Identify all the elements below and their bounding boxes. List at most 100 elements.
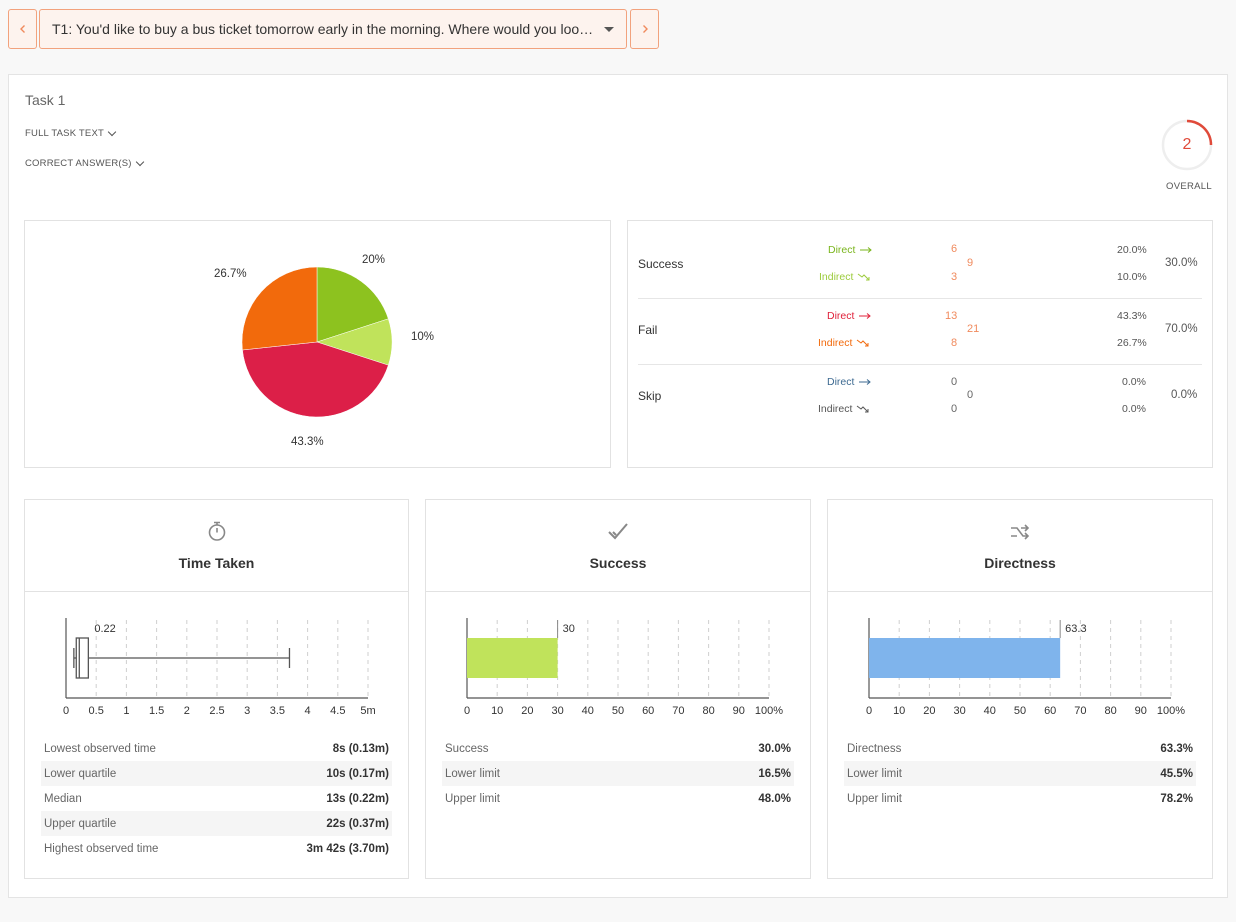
result-name-success: Success [638, 257, 684, 271]
previous-task-button[interactable] [8, 9, 37, 49]
skip-indirect-pct: 0.0% [1122, 403, 1146, 415]
value-bar [467, 638, 558, 678]
skip-direct-text: Direct [827, 376, 855, 388]
skip-total-count: 0 [967, 389, 974, 401]
fail-indirect-pct: 26.7% [1117, 337, 1147, 349]
stat-label: Upper quartile [44, 817, 117, 830]
chevron-left-icon [19, 25, 25, 33]
directness-title: Directness [984, 555, 1056, 571]
stat-row: Lowest observed time 8s (0.13m) [41, 736, 392, 761]
stat-value: 8s (0.13m) [332, 742, 389, 755]
shuffle-icon [1011, 524, 1030, 540]
skip-indirect-count: 0 [951, 403, 958, 415]
overall-score: 2 [1182, 136, 1192, 153]
directness-chart-tick-label: 70 [1074, 705, 1086, 717]
stat-value: 45.5% [1160, 767, 1193, 780]
stat-label: Lower limit [445, 767, 500, 780]
directness-chart-tick-label: 50 [1014, 705, 1026, 717]
stat-label: Upper limit [847, 792, 902, 805]
fail-total-pct: 70.0% [1165, 323, 1198, 335]
directness-chart-tick-label: 80 [1104, 705, 1116, 717]
fail-indirect-text: Indirect [818, 337, 853, 349]
overall-score-ring [1161, 119, 1213, 171]
stat-row: Success 30.0% [442, 736, 794, 761]
full-task-text-toggle[interactable]: FULL TASK TEXT [25, 127, 117, 139]
task-select[interactable]: T1: You'd like to buy a bus ticket tomor… [39, 9, 627, 49]
success-chart-tick-label: 60 [642, 705, 654, 717]
success-direct-text: Direct [828, 244, 856, 256]
row-divider [638, 364, 1202, 365]
time-taken-title: Time Taken [178, 555, 255, 571]
stat-row: Lower quartile 10s (0.17m) [41, 761, 392, 786]
success-indirect-text: Indirect [819, 271, 854, 283]
success-direct-label: Direct [828, 244, 873, 256]
correct-answers-toggle[interactable]: CORRECT ANSWER(S) [25, 157, 144, 169]
directness-chart-tick-label: 100% [1157, 705, 1185, 717]
stat-label: Lower limit [847, 767, 902, 780]
next-task-button[interactable] [630, 9, 659, 49]
stat-value: 13s (0.22m) [326, 792, 389, 805]
overall-score-arc [1186, 119, 1213, 146]
success-chart-tick-label: 20 [521, 705, 533, 717]
stat-value: 10s (0.17m) [326, 767, 389, 780]
results-breakdown-box: Success Direct Indirect 6 3 9 20.0% 10.0… [627, 220, 1213, 468]
directness-chart-tick-label: 30 [953, 705, 965, 717]
success-indirect-count: 3 [951, 271, 958, 283]
result-name-skip: Skip [638, 389, 662, 403]
success-chart-tick-label: 70 [672, 705, 684, 717]
check-icon [608, 523, 628, 540]
full-task-text-label: FULL TASK TEXT [25, 128, 104, 139]
stat-value: 63.3% [1160, 742, 1193, 755]
task-select-value: T1: You'd like to buy a bus ticket tomor… [52, 21, 594, 37]
time-tick-label: 3 [244, 705, 250, 717]
stat-label: Upper limit [445, 792, 500, 805]
time-taken-card: Time Taken 0 0.5 1 1.5 2 2.5 3 3.5 4 4.5 5m 0.22 Lo… [24, 499, 409, 879]
stat-value: 78.2% [1160, 792, 1193, 805]
success-indirect-label: Indirect [819, 271, 871, 283]
stat-value: 30.0% [758, 742, 791, 755]
chevron-right-icon [642, 25, 648, 33]
arrow-right-icon [859, 379, 872, 385]
stat-row: Upper quartile 22s (0.37m) [41, 811, 392, 836]
success-chart-tick-label: 0 [464, 705, 470, 717]
success-total-pct: 30.0% [1165, 257, 1198, 269]
card-header: Time Taken [25, 500, 408, 592]
stat-row: Upper limit 78.2% [844, 786, 1196, 811]
stat-label: Median [44, 792, 82, 805]
arrow-right-icon [860, 247, 873, 253]
result-name-fail: Fail [638, 323, 658, 337]
directness-card: Directness 0 10 20 30 40 50 60 70 80 90 100% 63.3 D… [827, 499, 1213, 879]
time-tick-label: 2.5 [209, 705, 224, 717]
stat-row: Directness 63.3% [844, 736, 1196, 761]
stat-value: 22s (0.37m) [326, 817, 389, 830]
pie-slice-2 [242, 341, 389, 418]
directness-chart-tick-label: 10 [893, 705, 905, 717]
arrow-indirect-icon [857, 339, 869, 347]
median-value-label: 0.22 [94, 623, 115, 635]
arrow-right-icon [859, 313, 872, 319]
success-chart-tick-label: 10 [491, 705, 503, 717]
time-box-plot: 0 0.5 1 1.5 2 2.5 3 3.5 4 4.5 5m 0.22 [63, 618, 376, 717]
fail-direct-pct: 43.3% [1117, 310, 1147, 322]
directness-bar-chart: 0 10 20 30 40 50 60 70 80 90 100% 63.3 [866, 618, 1185, 717]
success-card: Success 0 10 20 30 40 50 60 70 80 90 100% 30 Succes… [425, 499, 811, 879]
fail-direct-text: Direct [827, 310, 855, 322]
pie-label-direct-fail: 43.3% [291, 436, 324, 448]
results-pie-chart [241, 266, 393, 418]
fail-indirect-label: Indirect [818, 337, 870, 349]
fail-direct-count: 13 [945, 310, 958, 322]
time-tick-label: 1.5 [149, 705, 164, 717]
stat-row: Lower limit 16.5% [442, 761, 794, 786]
stopwatch-icon [208, 521, 225, 541]
stat-row: Upper limit 48.0% [442, 786, 794, 811]
task-panel: Task 1 FULL TASK TEXT CORRECT ANSWER(S) … [8, 74, 1228, 898]
time-tick-label: 4 [305, 705, 311, 717]
directness-chart-tick-label: 20 [923, 705, 935, 717]
directness-chart-tick-label: 40 [984, 705, 996, 717]
success-direct-count: 6 [951, 243, 958, 255]
pie-label-direct-success: 20% [362, 254, 386, 266]
time-tick-label: 3.5 [270, 705, 285, 717]
stat-label: Directness [847, 742, 902, 755]
task-title: Task 1 [25, 92, 66, 108]
skip-direct-label: Direct [827, 376, 872, 388]
